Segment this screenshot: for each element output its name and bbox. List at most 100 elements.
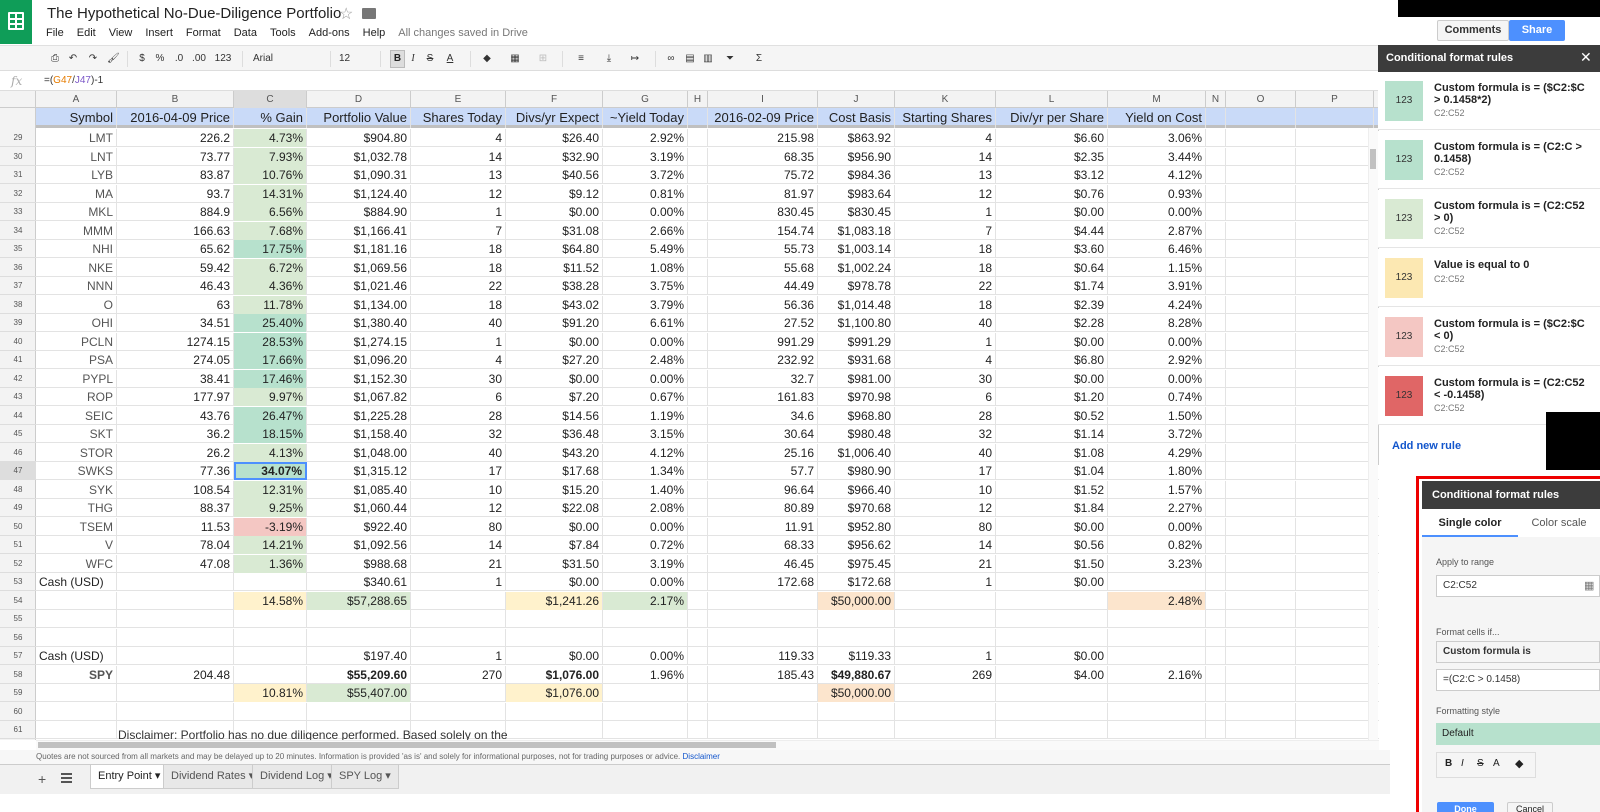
cell[interactable] [1296,462,1374,480]
cell[interactable] [708,610,818,628]
cell[interactable]: 38.41 [117,369,234,388]
cell[interactable]: 2.27% [1108,499,1206,517]
cell[interactable]: $904.80 [307,129,411,147]
cell[interactable]: 0.00% [603,203,688,221]
cell[interactable]: 14 [895,536,996,554]
header-cell[interactable] [1206,108,1226,128]
cell[interactable] [411,610,506,628]
cell[interactable]: 3.72% [1108,425,1206,443]
cell[interactable]: 830.45 [708,203,818,221]
row-number[interactable]: 34 [0,222,36,240]
cell[interactable] [234,647,307,665]
row-number[interactable]: 60 [0,703,36,721]
cell[interactable] [1206,499,1226,517]
cell[interactable]: 77.36 [117,462,234,480]
symbol-cell[interactable]: THG [36,499,117,517]
cell[interactable]: $1,158.40 [307,425,411,443]
row-number[interactable]: 49 [0,499,36,517]
cell[interactable] [1226,129,1296,147]
cell[interactable]: 68.35 [708,147,818,166]
cell[interactable]: 2.17% [603,591,688,610]
cell[interactable]: 75.72 [708,166,818,184]
cell[interactable]: 40 [895,443,996,462]
cell[interactable]: $1.20 [996,388,1108,406]
cell[interactable]: 13 [411,166,506,184]
font-size-select[interactable]: 12 [339,53,351,64]
row-number[interactable]: 48 [0,481,36,499]
cell[interactable] [307,721,411,739]
cell[interactable]: 1.40% [603,480,688,499]
cell[interactable] [1296,554,1374,573]
cell[interactable]: 18 [411,295,506,314]
sheet-tab-spy-log[interactable]: SPY Log ▾ [331,765,399,789]
menu-view[interactable]: View [108,27,133,39]
cell[interactable] [1226,332,1296,351]
cell[interactable] [1206,480,1226,499]
cell[interactable]: $884.90 [307,203,411,221]
cell[interactable]: 57.7 [708,462,818,480]
cell[interactable]: 0.72% [603,536,688,554]
cell[interactable]: $7.20 [506,388,603,406]
cell[interactable] [1226,406,1296,425]
cell[interactable]: 81.97 [708,184,818,203]
header-cell[interactable]: Starting Shares [895,108,996,128]
cell[interactable]: 1 [411,647,506,665]
fill-color-icon[interactable]: ◆ [1515,758,1524,770]
column-header[interactable]: D [307,91,411,108]
header-cell[interactable]: 2016-04-09 Price [117,108,234,128]
cell[interactable] [1296,480,1374,499]
cell[interactable]: 2.48% [603,351,688,369]
cell[interactable]: 1.96% [603,665,688,684]
cell[interactable]: $1,014.48 [818,295,895,314]
cell[interactable] [1226,295,1296,314]
done-button[interactable]: Done [1437,802,1494,812]
sheet-tab-dividend-log[interactable]: Dividend Log ▾ [252,765,341,789]
cell[interactable]: $119.33 [818,647,895,665]
cell[interactable]: 30 [895,369,996,388]
cell[interactable]: 1274.15 [117,332,234,351]
cell[interactable] [1226,610,1296,628]
cell[interactable]: 26.47% [234,406,307,425]
cell[interactable] [117,573,234,591]
row-number[interactable]: 47 [0,462,36,480]
cell[interactable] [1296,573,1374,591]
symbol-cell[interactable]: NNN [36,277,117,295]
cell[interactable]: 6.61% [603,314,688,332]
symbol-cell[interactable]: MKL [36,203,117,221]
cell[interactable]: 34.6 [708,406,818,425]
cell[interactable]: 1.50% [1108,406,1206,425]
cell[interactable]: 17.46% [234,369,307,388]
cell[interactable] [1206,388,1226,406]
cell[interactable] [1296,628,1374,647]
cell[interactable] [688,295,708,314]
cell[interactable] [996,591,1108,610]
symbol-cell[interactable]: STOR [36,443,117,462]
column-header[interactable]: G [603,91,688,108]
cell[interactable]: $1,002.24 [818,258,895,277]
cell[interactable]: $57,288.65 [307,591,411,610]
row-number[interactable]: 57 [0,647,36,665]
cell[interactable] [1108,647,1206,665]
italic-button[interactable]: I [1461,758,1464,769]
cell[interactable]: 0.67% [603,388,688,406]
cell[interactable] [1206,591,1226,610]
cell[interactable] [688,536,708,554]
symbol-cell[interactable] [36,721,117,739]
row-number[interactable]: 55 [0,610,36,628]
cell[interactable]: 73.77 [117,147,234,166]
symbol-cell[interactable]: MMM [36,221,117,240]
cell[interactable]: $0.00 [996,332,1108,351]
cell[interactable]: 40 [895,314,996,332]
cell[interactable]: $978.78 [818,277,895,295]
cell[interactable] [688,221,708,240]
percent-format-button[interactable]: % [155,53,165,64]
cell[interactable]: $1.08 [996,443,1108,462]
share-button[interactable]: Share [1509,20,1565,41]
cell[interactable] [996,702,1108,721]
symbol-cell[interactable] [36,591,117,610]
cell[interactable] [234,610,307,628]
cell[interactable]: $956.90 [818,147,895,166]
cell[interactable]: 3.19% [603,147,688,166]
cell[interactable]: 12 [411,184,506,203]
formatting-style-select[interactable]: Default [1436,723,1600,745]
